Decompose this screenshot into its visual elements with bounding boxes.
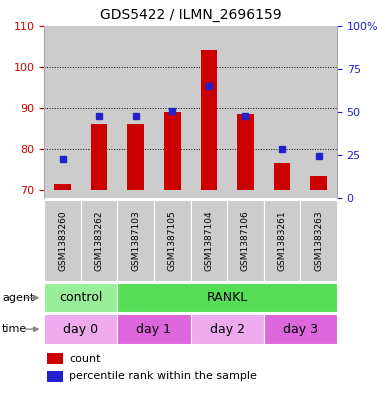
Bar — [300, 26, 337, 198]
Text: RANKL: RANKL — [206, 291, 248, 304]
Bar — [54, 184, 71, 190]
Text: GSM1387104: GSM1387104 — [204, 210, 213, 271]
Bar — [191, 314, 264, 344]
Text: count: count — [69, 354, 100, 364]
Bar — [91, 124, 107, 190]
Text: GSM1383261: GSM1383261 — [278, 210, 286, 271]
Bar — [164, 112, 181, 190]
Text: day 3: day 3 — [283, 323, 318, 336]
Bar — [81, 200, 117, 281]
Bar — [47, 371, 63, 382]
Text: GSM1383262: GSM1383262 — [95, 210, 104, 271]
Bar — [274, 163, 290, 190]
Text: agent: agent — [2, 293, 34, 303]
Bar — [117, 200, 154, 281]
Bar — [44, 200, 81, 281]
Bar — [227, 200, 264, 281]
Bar — [117, 283, 337, 312]
Bar — [44, 26, 81, 198]
Bar — [300, 200, 337, 281]
Bar — [154, 200, 191, 281]
Text: GSM1383260: GSM1383260 — [58, 210, 67, 271]
Bar — [127, 124, 144, 190]
Text: day 0: day 0 — [63, 323, 99, 336]
Bar — [201, 50, 217, 190]
Text: GSM1387103: GSM1387103 — [131, 210, 140, 271]
Text: GSM1387106: GSM1387106 — [241, 210, 250, 271]
Text: percentile rank within the sample: percentile rank within the sample — [69, 371, 257, 381]
Bar — [264, 200, 300, 281]
Text: time: time — [2, 324, 27, 334]
Bar — [237, 114, 254, 190]
Text: day 1: day 1 — [137, 323, 171, 336]
Bar — [264, 314, 337, 344]
Bar — [44, 314, 117, 344]
Bar — [191, 200, 227, 281]
Text: day 2: day 2 — [210, 323, 244, 336]
Bar — [310, 176, 327, 190]
Text: GSM1383263: GSM1383263 — [314, 210, 323, 271]
Bar — [154, 26, 191, 198]
Text: control: control — [59, 291, 102, 304]
Bar — [117, 314, 191, 344]
Bar — [117, 26, 154, 198]
Bar — [264, 26, 300, 198]
Bar — [191, 26, 227, 198]
Bar — [81, 26, 117, 198]
Text: GSM1387105: GSM1387105 — [168, 210, 177, 271]
Bar — [227, 26, 264, 198]
Title: GDS5422 / ILMN_2696159: GDS5422 / ILMN_2696159 — [100, 8, 281, 22]
Bar — [47, 353, 63, 364]
Bar — [44, 283, 117, 312]
